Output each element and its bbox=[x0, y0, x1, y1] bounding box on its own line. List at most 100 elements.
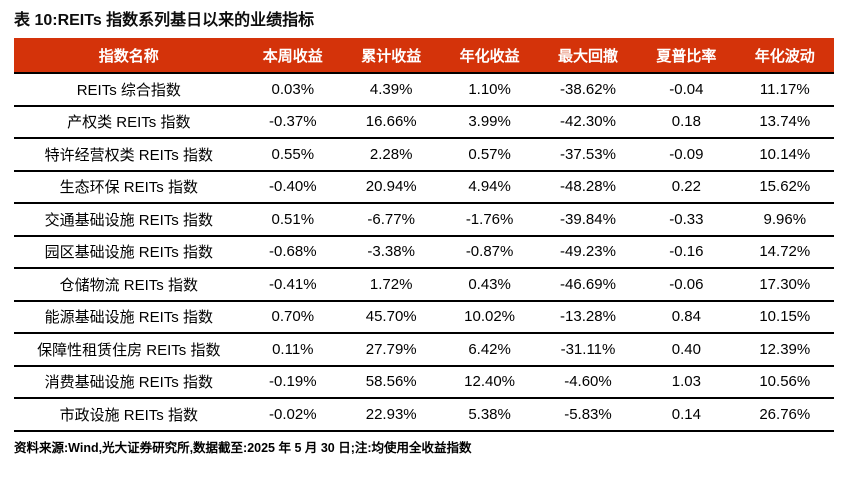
value-cell: -31.11% bbox=[538, 333, 638, 367]
value-cell: 12.40% bbox=[440, 365, 539, 399]
index-name-cell: 产权类 REITs 指数 bbox=[14, 105, 244, 139]
value-cell: -5.83% bbox=[538, 398, 638, 432]
value-cell: 16.66% bbox=[342, 105, 441, 139]
value-cell: 13.74% bbox=[735, 105, 834, 139]
table-row: 仓储物流 REITs 指数 -0.41% 1.72% 0.43% -46.69% -0.0… bbox=[14, 268, 834, 302]
value-cell: 6.42% bbox=[440, 333, 539, 367]
value-cell: -0.19% bbox=[243, 365, 342, 399]
value-cell: 4.94% bbox=[440, 170, 539, 204]
value-cell: -13.28% bbox=[538, 300, 638, 334]
value-cell: 27.79% bbox=[342, 333, 441, 367]
value-cell: 0.55% bbox=[243, 138, 342, 172]
value-cell: -0.37% bbox=[243, 105, 342, 139]
value-cell: 17.30% bbox=[735, 268, 834, 302]
value-cell: -0.02% bbox=[243, 398, 342, 432]
value-cell: 45.70% bbox=[342, 300, 441, 334]
value-cell: -0.87% bbox=[440, 235, 539, 269]
value-cell: 2.28% bbox=[342, 138, 441, 172]
value-cell: 10.14% bbox=[735, 138, 834, 172]
column-header: 夏普比率 bbox=[637, 38, 736, 74]
value-cell: 10.56% bbox=[735, 365, 834, 399]
value-cell: 0.40 bbox=[637, 333, 736, 367]
table-row: 交通基础设施 REITs 指数 0.51% -6.77% -1.76% -39.84% -… bbox=[14, 203, 834, 237]
value-cell: 26.76% bbox=[735, 398, 834, 432]
table-row: 能源基础设施 REITs 指数 0.70% 45.70% 10.02% -13.28% 0… bbox=[14, 300, 834, 334]
table-header-row: 指数名称 本周收益 累计收益 年化收益 最大回撤 夏普比率 年化波动 bbox=[14, 38, 834, 74]
value-cell: -48.28% bbox=[538, 170, 638, 204]
column-header: 年化收益 bbox=[440, 38, 539, 74]
index-name-cell: 能源基础设施 REITs 指数 bbox=[14, 300, 244, 334]
value-cell: -0.40% bbox=[243, 170, 342, 204]
value-cell: 0.84 bbox=[637, 300, 736, 334]
value-cell: 14.72% bbox=[735, 235, 834, 269]
table-row: 消费基础设施 REITs 指数 -0.19% 58.56% 12.40% -4.60% 1… bbox=[14, 365, 834, 399]
table-body: REITs 综合指数 0.03% 4.39% 1.10% -38.62% -0.04 11.… bbox=[14, 73, 834, 432]
value-cell: -37.53% bbox=[538, 138, 638, 172]
index-name-cell: 市政设施 REITs 指数 bbox=[14, 398, 244, 432]
table-row: REITs 综合指数 0.03% 4.39% 1.10% -38.62% -0.04 11.… bbox=[14, 73, 834, 107]
reits-performance-table: 指数名称 本周收益 累计收益 年化收益 最大回撤 夏普比率 年化波动 REITs 综合指数 0… bbox=[14, 38, 834, 432]
index-name-cell: 园区基础设施 REITs 指数 bbox=[14, 235, 244, 269]
value-cell: 0.70% bbox=[243, 300, 342, 334]
value-cell: 0.11% bbox=[243, 333, 342, 367]
value-cell: -1.76% bbox=[440, 203, 539, 237]
index-name-cell: 特许经营权类 REITs 指数 bbox=[14, 138, 244, 172]
value-cell: 58.56% bbox=[342, 365, 441, 399]
column-header: 本周收益 bbox=[243, 38, 342, 74]
value-cell: 20.94% bbox=[342, 170, 441, 204]
value-cell: -6.77% bbox=[342, 203, 441, 237]
index-name-cell: 消费基础设施 REITs 指数 bbox=[14, 365, 244, 399]
value-cell: 10.02% bbox=[440, 300, 539, 334]
value-cell: -42.30% bbox=[538, 105, 638, 139]
column-header: 指数名称 bbox=[14, 38, 244, 74]
value-cell: -46.69% bbox=[538, 268, 638, 302]
value-cell: -3.38% bbox=[342, 235, 441, 269]
value-cell: 10.15% bbox=[735, 300, 834, 334]
value-cell: -0.33 bbox=[637, 203, 736, 237]
value-cell: -0.41% bbox=[243, 268, 342, 302]
table-row: 保障性租赁住房 REITs 指数 0.11% 27.79% 6.42% -31.11% 0… bbox=[14, 333, 834, 367]
column-header: 年化波动 bbox=[735, 38, 834, 74]
value-cell: 1.03 bbox=[637, 365, 736, 399]
value-cell: -38.62% bbox=[538, 73, 638, 107]
value-cell: -39.84% bbox=[538, 203, 638, 237]
value-cell: 9.96% bbox=[735, 203, 834, 237]
value-cell: 0.14 bbox=[637, 398, 736, 432]
value-cell: 1.72% bbox=[342, 268, 441, 302]
value-cell: 0.57% bbox=[440, 138, 539, 172]
value-cell: -49.23% bbox=[538, 235, 638, 269]
index-name-cell: 仓储物流 REITs 指数 bbox=[14, 268, 244, 302]
value-cell: 0.51% bbox=[243, 203, 342, 237]
index-name-cell: 交通基础设施 REITs 指数 bbox=[14, 203, 244, 237]
index-name-cell: REITs 综合指数 bbox=[14, 73, 244, 107]
value-cell: 11.17% bbox=[735, 73, 834, 107]
column-header: 最大回撤 bbox=[538, 38, 638, 74]
value-cell: -0.68% bbox=[243, 235, 342, 269]
value-cell: 15.62% bbox=[735, 170, 834, 204]
table-row: 市政设施 REITs 指数 -0.02% 22.93% 5.38% -5.83% 0.14… bbox=[14, 398, 834, 432]
table-row: 生态环保 REITs 指数 -0.40% 20.94% 4.94% -48.28% 0.2… bbox=[14, 170, 834, 204]
value-cell: 5.38% bbox=[440, 398, 539, 432]
value-cell: -0.09 bbox=[637, 138, 736, 172]
value-cell: 1.10% bbox=[440, 73, 539, 107]
value-cell: -4.60% bbox=[538, 365, 638, 399]
index-name-cell: 生态环保 REITs 指数 bbox=[14, 170, 244, 204]
table-row: 园区基础设施 REITs 指数 -0.68% -3.38% -0.87% -49.23%… bbox=[14, 235, 834, 269]
value-cell: 0.43% bbox=[440, 268, 539, 302]
value-cell: -0.04 bbox=[637, 73, 736, 107]
table-title: 表 10:REITs 指数系列基日以来的业绩指标 bbox=[14, 12, 315, 29]
value-cell: 0.03% bbox=[243, 73, 342, 107]
table-row: 特许经营权类 REITs 指数 0.55% 2.28% 0.57% -37.53% -0.… bbox=[14, 138, 834, 172]
value-cell: -0.06 bbox=[637, 268, 736, 302]
table-row: 产权类 REITs 指数 -0.37% 16.66% 3.99% -42.30% 0.18… bbox=[14, 105, 834, 139]
value-cell: 0.22 bbox=[637, 170, 736, 204]
value-cell: 0.18 bbox=[637, 105, 736, 139]
value-cell: 3.99% bbox=[440, 105, 539, 139]
value-cell: 4.39% bbox=[342, 73, 441, 107]
source-footnote: 资料来源:Wind,光大证券研究所,数据截至:2025 年 5 月 30 日;注… bbox=[14, 440, 472, 455]
value-cell: -0.16 bbox=[637, 235, 736, 269]
value-cell: 12.39% bbox=[735, 333, 834, 367]
index-name-cell: 保障性租赁住房 REITs 指数 bbox=[14, 333, 244, 367]
column-header: 累计收益 bbox=[342, 38, 441, 74]
